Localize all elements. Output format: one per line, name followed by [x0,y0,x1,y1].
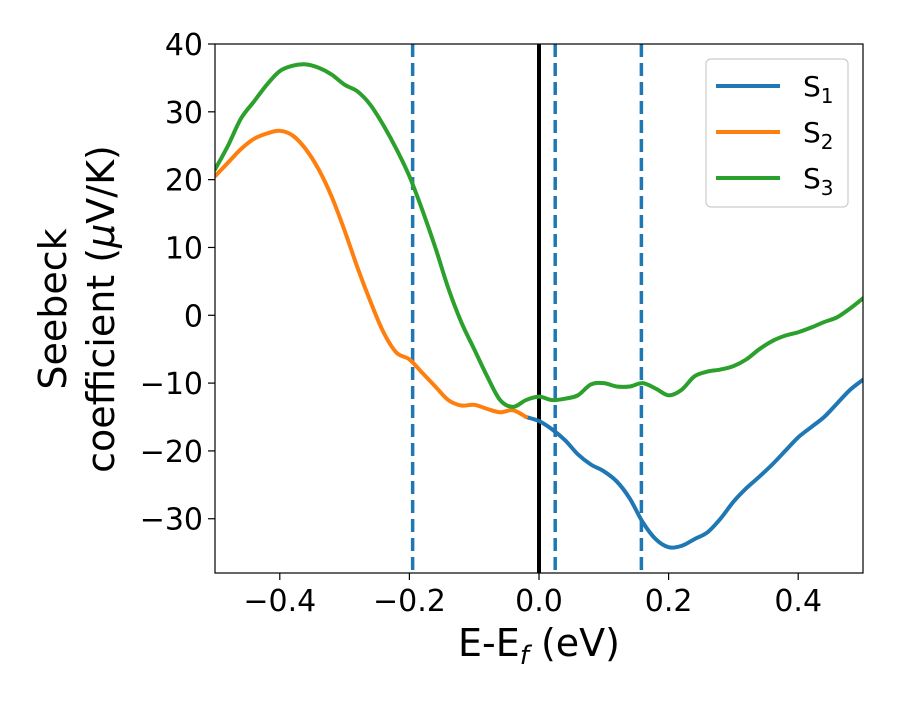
x-tick-label: −0.2 [373,584,446,619]
y-axis-label-line1: Seebeck [31,228,75,389]
legend-label-s3: S3 [803,162,834,200]
y-tick-label: 40 [165,28,203,63]
y-tick-label: 10 [165,231,203,266]
legend: S1 S2 S3 [705,58,849,208]
legend-label-s1: S1 [803,70,834,108]
y-tick-label: −30 [140,503,203,538]
x-tick-label: 0.2 [645,584,693,619]
y-axis: −30 −20 −10 0 10 20 30 40 [140,28,215,538]
legend-label-s2: S2 [803,116,834,154]
y-tick-label: −20 [140,435,203,470]
x-tick-label: 0.0 [515,584,563,619]
series-line-s3 [215,62,863,409]
x-tick-label: 0.4 [774,584,822,619]
y-tick-label: 0 [184,299,203,334]
series-line-s2 [215,128,529,420]
y-tick-label: −10 [140,367,203,402]
series-lines [215,62,863,550]
y-tick-label: 20 [165,164,203,199]
reference-lines [410,44,644,573]
x-axis-label: E-Ef (eV) [458,621,620,671]
series-line-s1 [524,377,863,550]
x-tick-label: −0.4 [243,584,316,619]
y-tick-label: 30 [165,96,203,131]
x-axis: −0.4 −0.2 0.0 0.2 0.4 [243,573,822,619]
y-axis-label-line2: coefficient (μV/K) [79,145,123,473]
